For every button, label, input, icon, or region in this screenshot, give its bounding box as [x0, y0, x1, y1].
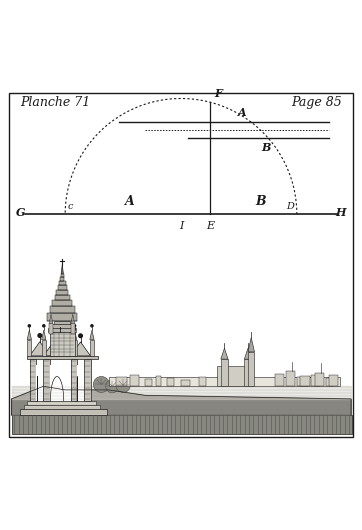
Polygon shape: [30, 342, 50, 356]
Text: E: E: [206, 221, 214, 231]
Polygon shape: [49, 314, 53, 323]
Bar: [300, 376, 310, 386]
Circle shape: [91, 325, 93, 327]
Bar: [311, 375, 320, 386]
Bar: [54, 321, 70, 324]
Polygon shape: [90, 330, 94, 340]
Bar: [56, 290, 68, 295]
Bar: [199, 377, 206, 386]
Text: A: A: [238, 107, 247, 118]
Bar: [52, 324, 73, 328]
Text: I: I: [179, 221, 183, 231]
Text: Planche 71: Planche 71: [20, 96, 90, 109]
Bar: [167, 378, 174, 386]
Circle shape: [106, 380, 119, 393]
Bar: [47, 313, 77, 321]
Circle shape: [28, 325, 30, 327]
Bar: [58, 285, 67, 290]
Bar: [24, 405, 100, 409]
Circle shape: [116, 378, 130, 392]
Bar: [36, 365, 43, 401]
Bar: [71, 323, 75, 334]
Bar: [27, 401, 96, 405]
Bar: [244, 359, 252, 386]
Bar: [61, 273, 64, 277]
Bar: [50, 306, 75, 313]
Bar: [48, 328, 76, 332]
Text: B: B: [255, 195, 266, 208]
Bar: [49, 323, 53, 334]
Circle shape: [58, 324, 62, 328]
Polygon shape: [71, 342, 90, 356]
Circle shape: [43, 325, 45, 327]
Circle shape: [73, 325, 76, 327]
Bar: [221, 359, 228, 386]
Polygon shape: [248, 338, 254, 352]
Polygon shape: [43, 332, 77, 356]
Bar: [55, 295, 70, 301]
Bar: [30, 359, 36, 401]
Bar: [77, 365, 84, 401]
Text: B: B: [261, 142, 271, 153]
Bar: [130, 375, 139, 386]
Bar: [286, 371, 295, 386]
Bar: [59, 281, 66, 285]
Bar: [71, 359, 77, 401]
Text: c: c: [68, 202, 73, 211]
Bar: [275, 374, 284, 386]
Bar: [42, 340, 46, 356]
Bar: [12, 414, 352, 435]
Polygon shape: [27, 330, 31, 340]
Polygon shape: [42, 330, 46, 340]
Polygon shape: [71, 314, 75, 323]
Bar: [109, 377, 340, 386]
Bar: [60, 277, 64, 281]
Bar: [145, 379, 152, 386]
Bar: [329, 375, 338, 386]
Bar: [50, 332, 75, 356]
Bar: [297, 377, 308, 386]
Bar: [50, 365, 71, 401]
Bar: [248, 352, 254, 386]
Bar: [116, 377, 127, 386]
Polygon shape: [221, 348, 228, 359]
Bar: [84, 359, 90, 401]
Circle shape: [93, 376, 109, 392]
Polygon shape: [244, 348, 252, 359]
Text: A: A: [126, 195, 135, 208]
Text: G: G: [16, 207, 26, 218]
Circle shape: [79, 334, 83, 338]
Text: H: H: [335, 207, 346, 218]
Circle shape: [38, 334, 42, 337]
Bar: [156, 376, 161, 386]
Text: Page 85: Page 85: [291, 96, 342, 109]
Bar: [43, 359, 50, 401]
Bar: [27, 356, 98, 359]
Bar: [27, 340, 31, 356]
Bar: [326, 378, 333, 386]
Bar: [181, 380, 190, 386]
Polygon shape: [72, 330, 77, 340]
Bar: [315, 373, 324, 386]
Bar: [90, 340, 94, 356]
Bar: [72, 340, 77, 356]
Bar: [217, 366, 253, 386]
Polygon shape: [12, 386, 351, 399]
Text: F: F: [214, 89, 222, 99]
Polygon shape: [12, 386, 351, 415]
Bar: [52, 301, 72, 306]
Polygon shape: [61, 264, 63, 273]
Bar: [20, 409, 107, 414]
Text: D: D: [286, 202, 294, 211]
